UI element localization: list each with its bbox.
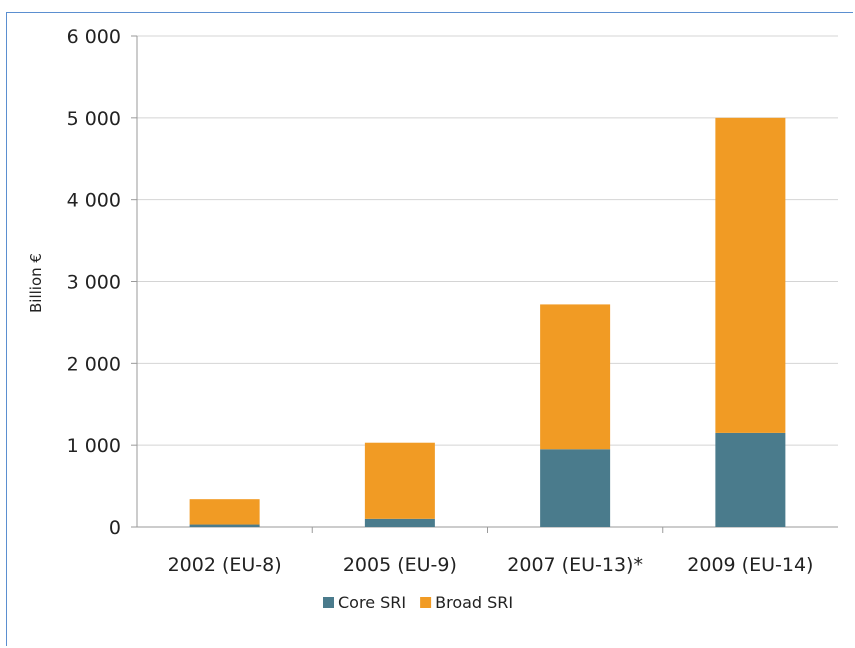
y-axis-label: Billion € <box>27 253 45 313</box>
x-category-label: 2002 (EU-8) <box>168 554 282 576</box>
legend-label-broad-sri: Broad SRI <box>435 593 513 612</box>
bar-broad-sri-3 <box>715 117 786 433</box>
y-tick-label: 0 <box>109 517 121 539</box>
legend: Core SRI Broad SRI <box>323 593 513 612</box>
x-category-label: 2005 (EU-9) <box>343 554 457 576</box>
y-tick-label: 2 000 <box>67 353 121 375</box>
y-tick-label: 1 000 <box>67 435 121 457</box>
x-category-label: 2007 (EU-13)* <box>507 554 643 576</box>
x-category-labels: 2002 (EU-8) 2005 (EU-9) 2007 (EU-13)* 2009 … <box>168 554 814 576</box>
y-tick-label: 4 000 <box>67 190 121 212</box>
y-tick-label: 3 000 <box>67 272 121 294</box>
x-category-label: 2009 (EU-14) <box>687 554 813 576</box>
legend-label-core-sri: Core SRI <box>338 593 406 612</box>
legend-swatch-broad-sri <box>420 597 432 608</box>
y-tick-label: 6 000 <box>67 26 121 48</box>
bar-core-sri-3 <box>715 432 786 527</box>
chart-frame <box>6 12 853 646</box>
bar-broad-sri-2 <box>540 304 611 450</box>
legend-swatch-core-sri <box>323 597 334 608</box>
y-tick-label: 5 000 <box>67 108 121 130</box>
bar-core-sri-0 <box>189 524 260 527</box>
bar-broad-sri-1 <box>364 442 435 519</box>
bar-core-sri-1 <box>364 518 435 527</box>
bars <box>189 117 786 527</box>
bar-core-sri-2 <box>540 449 611 527</box>
y-tick-labels: 0 1 000 2 000 3 000 4 000 5 000 6 000 <box>67 26 121 539</box>
bar-broad-sri-0 <box>189 499 260 525</box>
